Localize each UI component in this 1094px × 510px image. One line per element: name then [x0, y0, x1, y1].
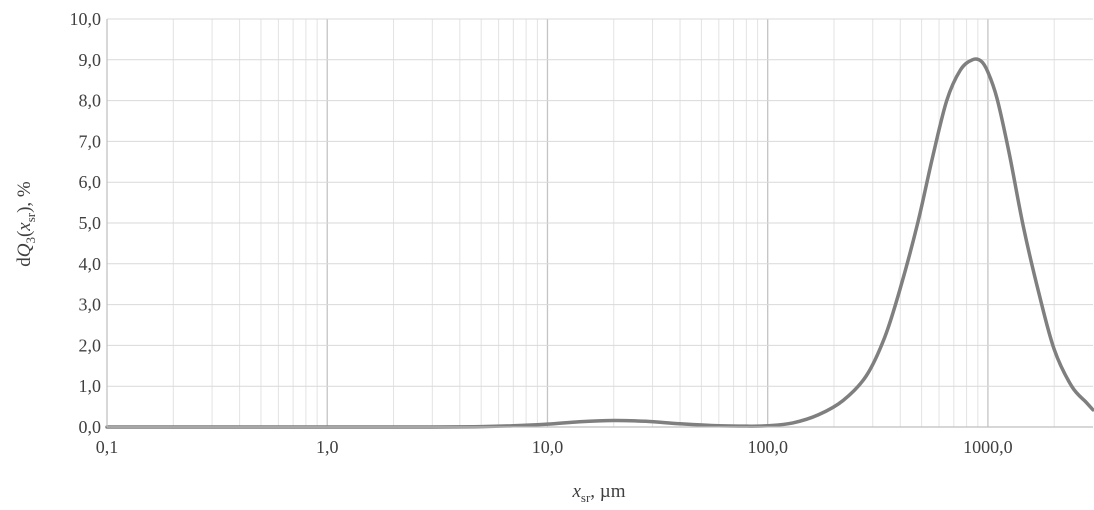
grid	[107, 18, 1093, 427]
y-tick-label: 3,0	[79, 295, 102, 315]
y-axis-title: dQ3(xsr), %	[14, 181, 38, 267]
y-tick-label: 0,0	[79, 417, 102, 437]
x-tick-label: 1000,0	[963, 437, 1013, 457]
x-axis-title: xsr, µm	[571, 481, 625, 505]
y-tick-label: 1,0	[79, 376, 102, 396]
x-tick-label: 0,1	[96, 437, 119, 457]
series-line	[105, 57, 1094, 429]
axes: 0,0 1,0 2,0 3,0 4,0 5,0 6,0 7,0 8,0 9,0 10,0 0,1 1,0…	[70, 9, 1093, 457]
y-tick-label: 9,0	[79, 50, 102, 70]
y-tick-label: 7,0	[79, 131, 102, 151]
y-tick-label: 4,0	[79, 254, 102, 274]
x-tick-label: 10,0	[532, 437, 564, 457]
series-layer	[105, 57, 1094, 429]
y-tick-label: 8,0	[79, 91, 102, 111]
y-tick-label: 2,0	[79, 335, 102, 355]
y-tick-label: 6,0	[79, 172, 102, 192]
y-tick-label: 5,0	[79, 213, 102, 233]
x-tick-label: 1,0	[316, 437, 339, 457]
x-tick-label: 100,0	[747, 437, 788, 457]
y-tick-label: 10,0	[70, 9, 102, 29]
